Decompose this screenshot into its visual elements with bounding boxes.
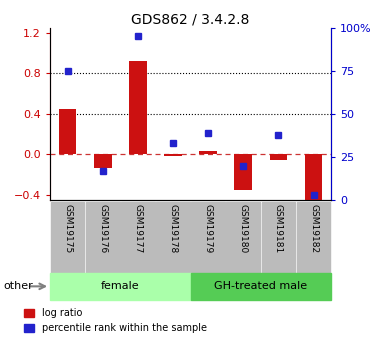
Bar — [270, 155, 287, 159]
Text: GSM19176: GSM19176 — [98, 204, 107, 253]
Title: GDS862 / 3.4.2.8: GDS862 / 3.4.2.8 — [131, 12, 250, 27]
Bar — [59, 109, 76, 155]
Text: GSM19181: GSM19181 — [274, 204, 283, 253]
Text: GSM19179: GSM19179 — [204, 204, 213, 253]
Bar — [121, 201, 155, 273]
Text: GSM19175: GSM19175 — [63, 204, 72, 253]
Text: GSM19180: GSM19180 — [239, 204, 248, 253]
Text: GSM19182: GSM19182 — [309, 204, 318, 253]
Bar — [164, 155, 182, 157]
Text: GSM19177: GSM19177 — [133, 204, 142, 253]
Text: female: female — [101, 282, 140, 291]
Bar — [129, 61, 147, 155]
Bar — [234, 155, 252, 190]
Bar — [51, 201, 84, 273]
Bar — [191, 273, 331, 300]
Bar — [156, 201, 190, 273]
Legend: log ratio, percentile rank within the sample: log ratio, percentile rank within the sa… — [24, 308, 207, 333]
Bar — [191, 201, 225, 273]
Bar — [50, 273, 191, 300]
Bar — [226, 201, 260, 273]
Text: other: other — [4, 282, 33, 291]
Bar — [297, 201, 330, 273]
Bar — [199, 151, 217, 155]
Bar — [261, 201, 295, 273]
Bar — [305, 155, 322, 207]
Bar — [86, 201, 120, 273]
Text: GH-treated male: GH-treated male — [214, 282, 307, 291]
Bar — [94, 155, 112, 168]
Text: GSM19178: GSM19178 — [169, 204, 177, 253]
